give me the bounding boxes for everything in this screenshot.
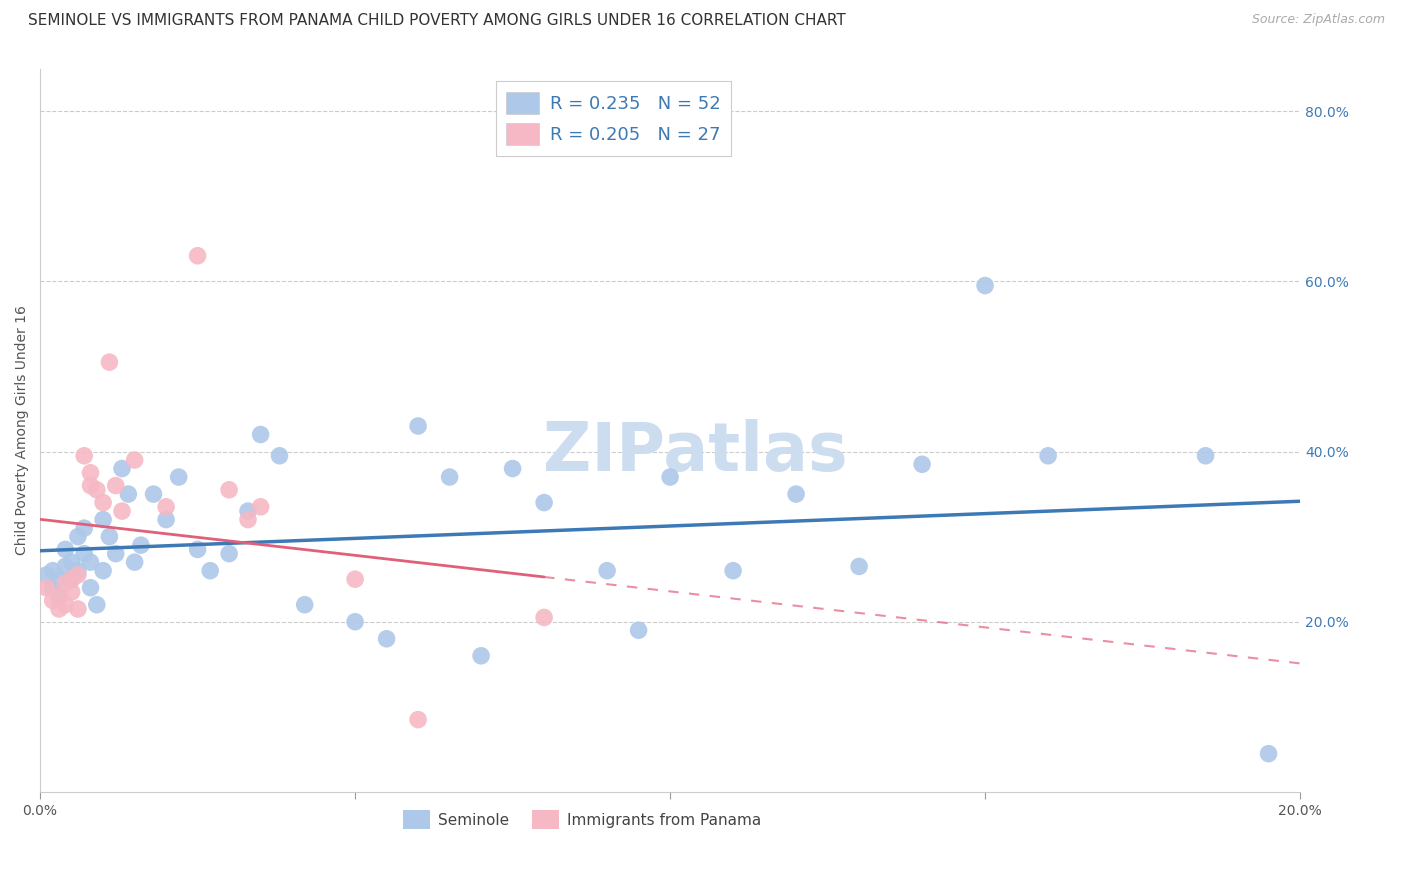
Point [249,427,271,442]
Point [596,564,619,578]
Point [785,487,807,501]
Point [375,632,398,646]
Point [1036,449,1059,463]
Point [53,542,76,557]
Point [236,513,259,527]
Point [66,602,89,616]
Point [502,461,524,475]
Point [236,504,259,518]
Point [35,568,58,582]
Point [721,564,744,578]
Point [86,598,108,612]
Point [533,495,555,509]
Point [200,564,222,578]
Point [627,624,650,638]
Point [35,581,58,595]
Point [79,581,101,595]
Point [117,487,139,501]
Point [66,564,89,578]
Point [73,547,96,561]
Text: ZIPatlas: ZIPatlas [543,419,848,485]
Point [406,419,429,434]
Point [79,478,101,492]
Point [249,500,271,514]
Point [41,564,63,578]
Point [48,602,70,616]
Point [155,500,177,514]
Point [124,555,146,569]
Y-axis label: Child Poverty Among Girls Under 16: Child Poverty Among Girls Under 16 [15,305,30,555]
Point [167,470,190,484]
Legend: Seminole, Immigrants from Panama: Seminole, Immigrants from Panama [396,804,768,835]
Point [439,470,461,484]
Point [187,542,209,557]
Point [344,572,367,586]
Point [60,555,83,569]
Point [48,589,70,603]
Point [187,249,209,263]
Point [470,648,492,663]
Point [73,449,96,463]
Text: SEMINOLE VS IMMIGRANTS FROM PANAMA CHILD POVERTY AMONG GIRLS UNDER 16 CORRELATIO: SEMINOLE VS IMMIGRANTS FROM PANAMA CHILD… [28,13,846,29]
Text: Source: ZipAtlas.com: Source: ZipAtlas.com [1251,13,1385,27]
Point [406,713,429,727]
Point [98,355,121,369]
Point [344,615,367,629]
Point [66,530,89,544]
Point [86,483,108,497]
Point [41,581,63,595]
Point [104,547,127,561]
Point [1257,747,1279,761]
Point [60,585,83,599]
Point [66,568,89,582]
Point [91,513,114,527]
Point [91,564,114,578]
Point [218,483,240,497]
Point [48,572,70,586]
Point [124,453,146,467]
Point [269,449,291,463]
Point [218,547,240,561]
Point [129,538,152,552]
Point [60,572,83,586]
Point [41,593,63,607]
Point [911,457,934,471]
Point [98,530,121,544]
Point [533,610,555,624]
Point [1194,449,1216,463]
Point [111,504,134,518]
Point [659,470,682,484]
Point [294,598,316,612]
Point [848,559,870,574]
Point [142,487,165,501]
Point [974,278,997,293]
Point [79,555,101,569]
Point [60,572,83,586]
Point [53,576,76,591]
Point [48,589,70,603]
Point [73,521,96,535]
Point [53,598,76,612]
Point [155,513,177,527]
Point [53,559,76,574]
Point [79,466,101,480]
Point [91,495,114,509]
Point [104,478,127,492]
Point [111,461,134,475]
